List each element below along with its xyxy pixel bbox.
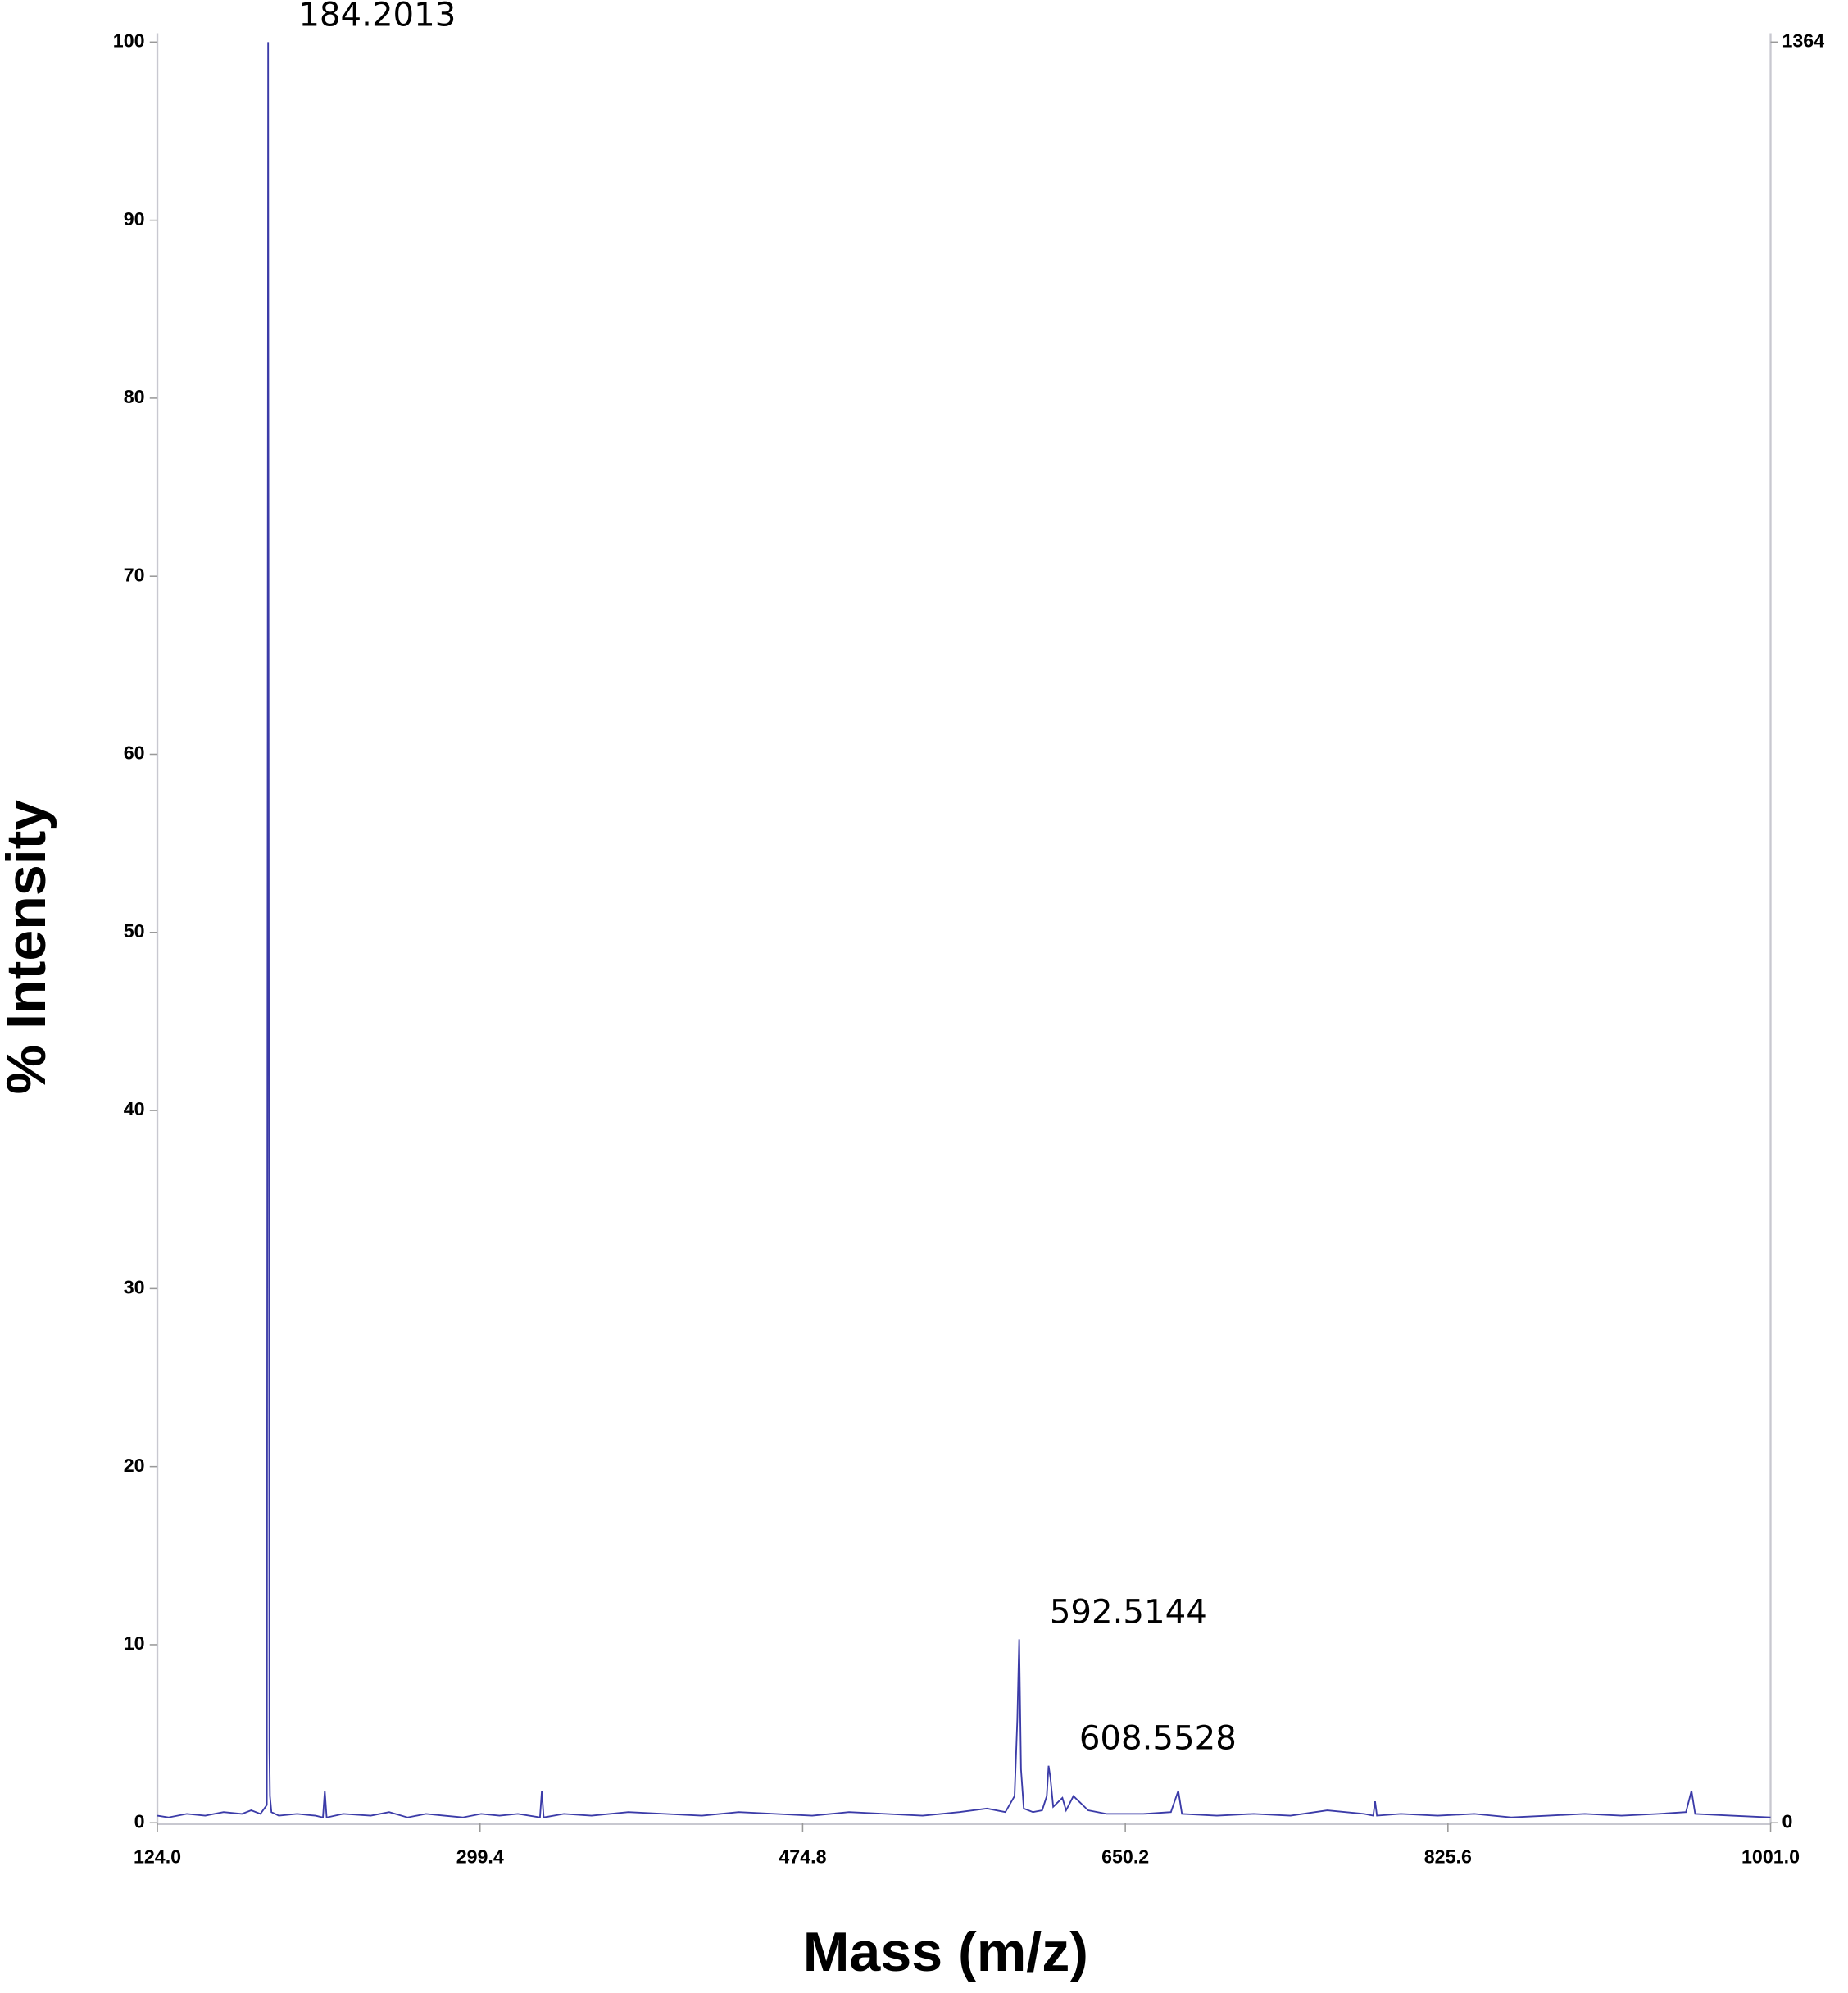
peak-label: 608.5528 xyxy=(1079,1720,1237,1758)
y-tick-label: 50 xyxy=(124,920,145,942)
y2-tick-label: 1364 xyxy=(1782,30,1824,51)
x-tick-label: 474.8 xyxy=(779,1846,826,1868)
peak-label: 184.2013 xyxy=(298,0,456,34)
y2-tick-label: 0 xyxy=(1782,1810,1792,1832)
y-tick-label: 80 xyxy=(124,386,145,407)
y-tick-label: 0 xyxy=(134,1810,145,1832)
x-tick-label: 825.6 xyxy=(1424,1846,1472,1868)
y-tick-label: 20 xyxy=(124,1455,145,1476)
y-tick-label: 60 xyxy=(124,742,145,764)
y-tick-label: 40 xyxy=(124,1098,145,1119)
y-tick-label: 100 xyxy=(113,30,145,51)
x-tick-label: 650.2 xyxy=(1101,1846,1149,1868)
y-tick-label: 10 xyxy=(124,1632,145,1654)
y-tick-label: 70 xyxy=(124,564,145,585)
peak-label: 592.5144 xyxy=(1050,1593,1207,1631)
x-axis-label: Mass (m/z) xyxy=(803,1921,1088,1983)
spectrum-line xyxy=(157,42,1771,1818)
y-tick-label: 90 xyxy=(124,208,145,229)
y-axis-label: % Intensity xyxy=(0,800,57,1095)
x-tick-label: 1001.0 xyxy=(1741,1846,1800,1868)
y-tick-label: 30 xyxy=(124,1277,145,1298)
x-tick-label: 124.0 xyxy=(134,1846,181,1868)
x-tick-label: 299.4 xyxy=(456,1846,504,1868)
